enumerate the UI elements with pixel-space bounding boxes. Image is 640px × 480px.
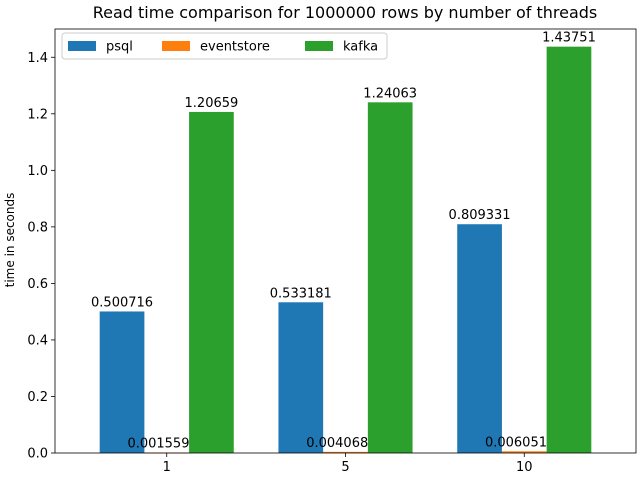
data-label-kafka-10: 1.43751 — [542, 31, 596, 46]
y-axis-label: time in seconds — [3, 193, 17, 288]
data-label-eventstore-1: 0.00155981 — [127, 437, 206, 452]
bar-kafka-5 — [367, 102, 413, 454]
bar-psql-10 — [457, 224, 502, 453]
y-tick-label: 0.4 — [27, 333, 48, 348]
y-tick-label: 0.0 — [27, 447, 48, 462]
y-tick-label: 1.0 — [27, 164, 48, 179]
y-tick-label: 0.6 — [27, 277, 48, 292]
legend: psql eventstore kafka — [61, 32, 388, 60]
bar-kafka-10 — [546, 46, 592, 453]
data-label-psql-10: 0.809331 — [449, 208, 511, 223]
x-tick-label: 10 — [516, 460, 533, 475]
data-label-kafka-1: 1.20659 — [185, 96, 239, 111]
plot-area: 0.500716 0.533181 0.809331 0.00155981 0.0040… — [27, 28, 637, 475]
data-label-psql-5: 0.533181 — [270, 286, 332, 301]
bar-eventstore-5 — [323, 451, 368, 453]
legend-label-kafka: kafka — [343, 40, 378, 55]
bar-kafka-1 — [189, 111, 234, 453]
legend-swatch-eventstore — [162, 41, 190, 51]
data-label-eventstore-10: 0.00605134 — [485, 435, 564, 450]
data-label-kafka-5: 1.24063 — [363, 86, 417, 101]
chart-title: Read time comparison for 1000000 rows by… — [93, 3, 598, 22]
y-tick-label: 0.8 — [27, 220, 48, 235]
legend-box — [61, 32, 388, 60]
data-label-eventstore-5: 0.00406869 — [306, 436, 385, 451]
y-tick-label: 1.4 — [27, 51, 48, 66]
y-tick-label: 0.2 — [27, 390, 48, 405]
data-label-psql-1: 0.500716 — [91, 295, 153, 310]
bar-eventstore-10 — [501, 451, 547, 453]
bar-psql-5 — [278, 302, 324, 453]
legend-label-eventstore: eventstore — [200, 40, 270, 55]
bar-psql-1 — [99, 311, 145, 453]
x-tick-label: 5 — [341, 460, 349, 475]
legend-swatch-psql — [68, 41, 96, 51]
x-tick-label: 1 — [163, 460, 171, 475]
legend-label-psql: psql — [106, 40, 133, 55]
legend-swatch-kafka — [305, 41, 333, 51]
y-tick-label: 1.2 — [27, 107, 48, 122]
